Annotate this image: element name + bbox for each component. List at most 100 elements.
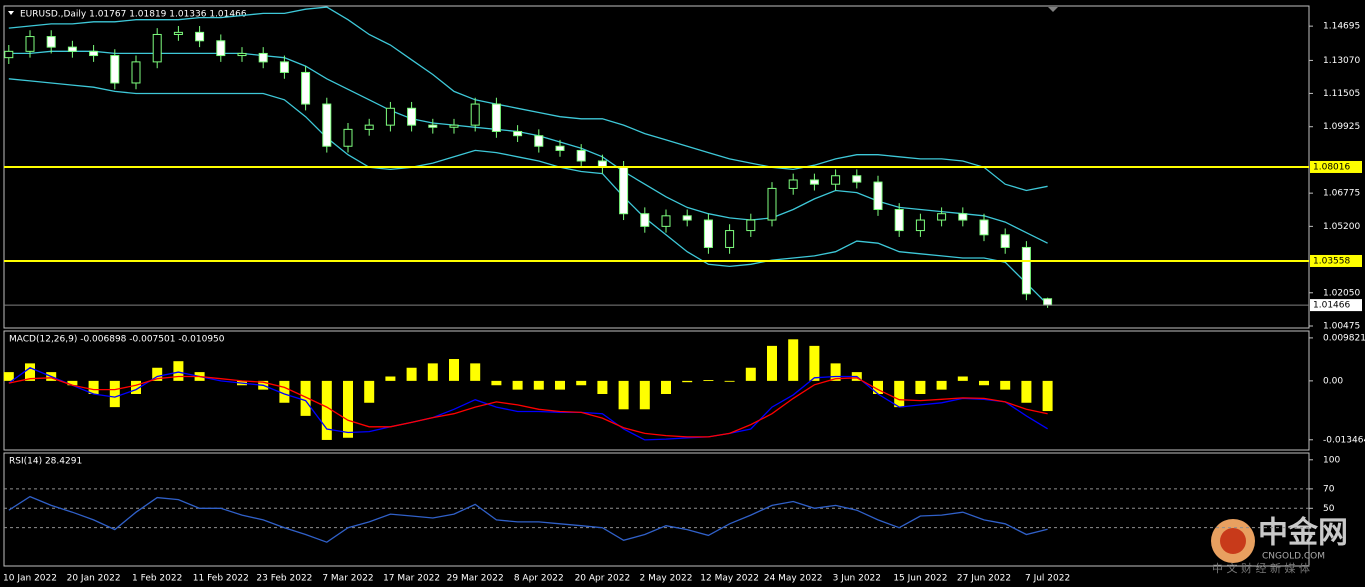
candle-body xyxy=(534,135,544,147)
macd-bar xyxy=(427,363,438,381)
x-tick-label: 17 Mar 2022 xyxy=(383,574,440,584)
candle-body xyxy=(4,50,14,59)
level-label-box xyxy=(1310,160,1362,173)
y-tick-label: 1.02050 xyxy=(1323,288,1360,298)
candle-body xyxy=(937,213,947,221)
candle-body xyxy=(767,187,777,221)
level-label-box xyxy=(1310,254,1362,267)
menu-arrow xyxy=(8,11,14,15)
level-label: 1.08016 xyxy=(1313,162,1350,172)
macd-bar xyxy=(618,380,629,410)
candle-body xyxy=(1043,298,1053,306)
candle-body xyxy=(470,103,480,126)
macd-bar xyxy=(279,380,290,403)
x-tick-label: 23 Feb 2022 xyxy=(256,574,312,584)
x-tick-label: 1 Feb 2022 xyxy=(132,574,182,584)
candle-body xyxy=(1000,234,1010,248)
y-tick-label: 1.14695 xyxy=(1323,22,1360,32)
candle-body xyxy=(428,124,438,128)
macd-bar xyxy=(809,345,820,381)
y-tick-label: 50 xyxy=(1323,504,1335,514)
macd-bar xyxy=(555,380,565,390)
x-tick-label: 20 Jan 2022 xyxy=(67,574,121,584)
candle-body xyxy=(576,149,586,162)
macd-bar xyxy=(957,376,968,381)
candle-body xyxy=(958,213,968,221)
y-tick-label: 1.09925 xyxy=(1323,122,1360,132)
x-tick-label: 24 May 2022 xyxy=(764,574,823,584)
macd-bar xyxy=(682,380,693,383)
candle-body xyxy=(301,71,311,105)
macd-bar xyxy=(661,380,671,394)
candle-body xyxy=(894,208,904,232)
price-label-box xyxy=(1310,299,1362,312)
candle-body xyxy=(110,55,120,84)
macd-bar xyxy=(639,380,650,410)
macd-bar xyxy=(533,380,544,390)
y-tick-label: 1.05200 xyxy=(1323,222,1360,232)
price-label: 1.01466 xyxy=(1313,301,1350,311)
macd-bar xyxy=(1042,380,1053,412)
macd-line xyxy=(8,367,1048,441)
x-tick-label: 20 Apr 2022 xyxy=(575,574,631,584)
macd-bar xyxy=(67,380,78,386)
candle-body xyxy=(703,219,713,248)
candle-body xyxy=(67,46,77,52)
macd-bar xyxy=(173,361,184,381)
macd-bar xyxy=(343,380,353,438)
y-tick-label: -0.013464 xyxy=(1323,435,1365,445)
level-label: 1.03558 xyxy=(1313,256,1350,266)
shift-marker xyxy=(1048,7,1058,12)
x-tick-label: 29 Mar 2022 xyxy=(447,574,504,584)
candle-body xyxy=(279,61,289,73)
watermark-site: CNGOLD.COM xyxy=(1262,552,1325,562)
macd-bar xyxy=(1021,380,1032,403)
y-tick-label: 1.11505 xyxy=(1323,89,1360,99)
candle-body xyxy=(682,215,692,221)
macd-bar xyxy=(491,380,502,386)
macd-bar xyxy=(385,376,396,381)
candle-body xyxy=(746,219,756,232)
macd-bar xyxy=(830,363,841,381)
y-tick-label: 0.009821 xyxy=(1323,333,1365,343)
macd-bar xyxy=(131,380,141,394)
candle-body xyxy=(364,124,374,130)
candle-body xyxy=(46,36,56,48)
candle-body xyxy=(852,175,862,183)
candle-body xyxy=(449,124,459,128)
macd-bar xyxy=(724,380,735,382)
x-tick-label: 10 Jan 2022 xyxy=(3,574,57,584)
macd-bar xyxy=(894,380,905,408)
candle-body xyxy=(1021,246,1031,295)
macd-bar xyxy=(512,380,523,390)
macd-bar xyxy=(300,380,311,416)
macd-bar xyxy=(979,380,989,386)
candle-body xyxy=(725,230,735,248)
macd-bar xyxy=(152,367,163,381)
macd-bar xyxy=(470,363,481,381)
candle-body xyxy=(152,33,162,63)
candle-body xyxy=(237,52,247,57)
macd-bar xyxy=(767,345,777,381)
candle-body xyxy=(513,130,523,137)
macd-line xyxy=(8,375,1048,438)
rsi-panel xyxy=(3,452,1310,567)
candle-body xyxy=(195,31,205,42)
watermark-slogan: 中 文 财 经 新 媒 体 xyxy=(1212,561,1310,575)
y-tick-label: 100 xyxy=(1323,455,1340,465)
watermark-name: 中金网 xyxy=(1258,516,1348,551)
rsi-line xyxy=(8,495,1048,543)
y-tick-label: 70 xyxy=(1323,484,1335,494)
x-tick-label: 7 Jul 2022 xyxy=(1025,574,1070,584)
candle-body xyxy=(640,213,650,227)
macd-bar xyxy=(788,339,799,381)
candle-body xyxy=(831,175,841,185)
x-tick-label: 15 Jun 2022 xyxy=(893,574,947,584)
macd-bar xyxy=(576,380,587,386)
bollinger-band xyxy=(8,6,1048,192)
macd-panel xyxy=(3,330,1310,451)
y-tick-label: 1.13070 xyxy=(1323,56,1360,66)
candle-body xyxy=(788,179,798,189)
macd-bar xyxy=(745,367,756,381)
